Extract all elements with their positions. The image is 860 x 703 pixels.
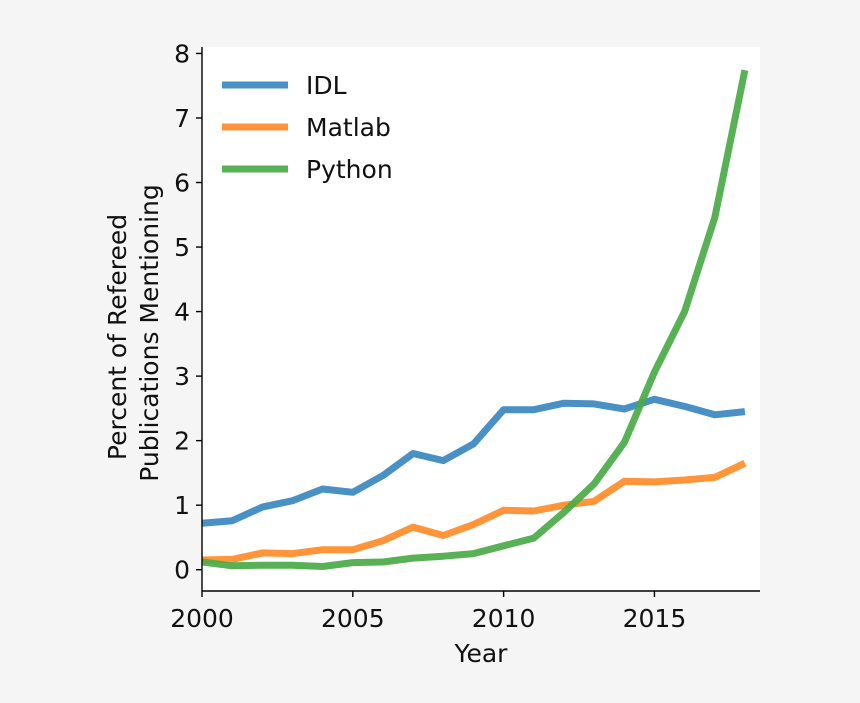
y-tick-label: 3 [174,362,190,391]
y-axis-title-line-2: Publications Mentioning [135,184,164,482]
legend-label-python: Python [306,155,393,184]
y-tick-label: 1 [174,491,190,520]
x-tick-label: 2010 [472,604,536,633]
x-axis-title: Year [454,639,509,668]
legend: IDL Matlab Python [222,71,393,184]
ticks-layer: 0 1 2 3 4 5 6 7 8 2000 2005 2010 2015 [170,39,686,633]
y-tick-label: 4 [174,298,190,327]
x-tick-label: 2005 [321,604,385,633]
y-tick-label: 6 [174,169,190,198]
y-axis-title: Percent of Refereed Publications Mention… [103,184,164,482]
series-line-python [201,69,749,570]
y-axis-title-line-1: Percent of Refereed [103,214,132,460]
y-tick-label: 2 [174,427,190,456]
y-tick-label: 5 [174,233,190,262]
x-tick-label: 2015 [623,604,687,633]
legend-label-idl: IDL [306,71,347,100]
axes-layer [201,47,760,592]
y-tick-label: 7 [174,104,190,133]
y-tick-label: 0 [174,556,190,585]
series-layer [201,69,749,570]
series-line-matlab [201,460,747,564]
y-tick-label: 8 [174,39,190,68]
x-tick-label: 2000 [170,604,234,633]
series-line-idl [201,395,746,527]
legend-label-matlab: Matlab [306,113,391,142]
